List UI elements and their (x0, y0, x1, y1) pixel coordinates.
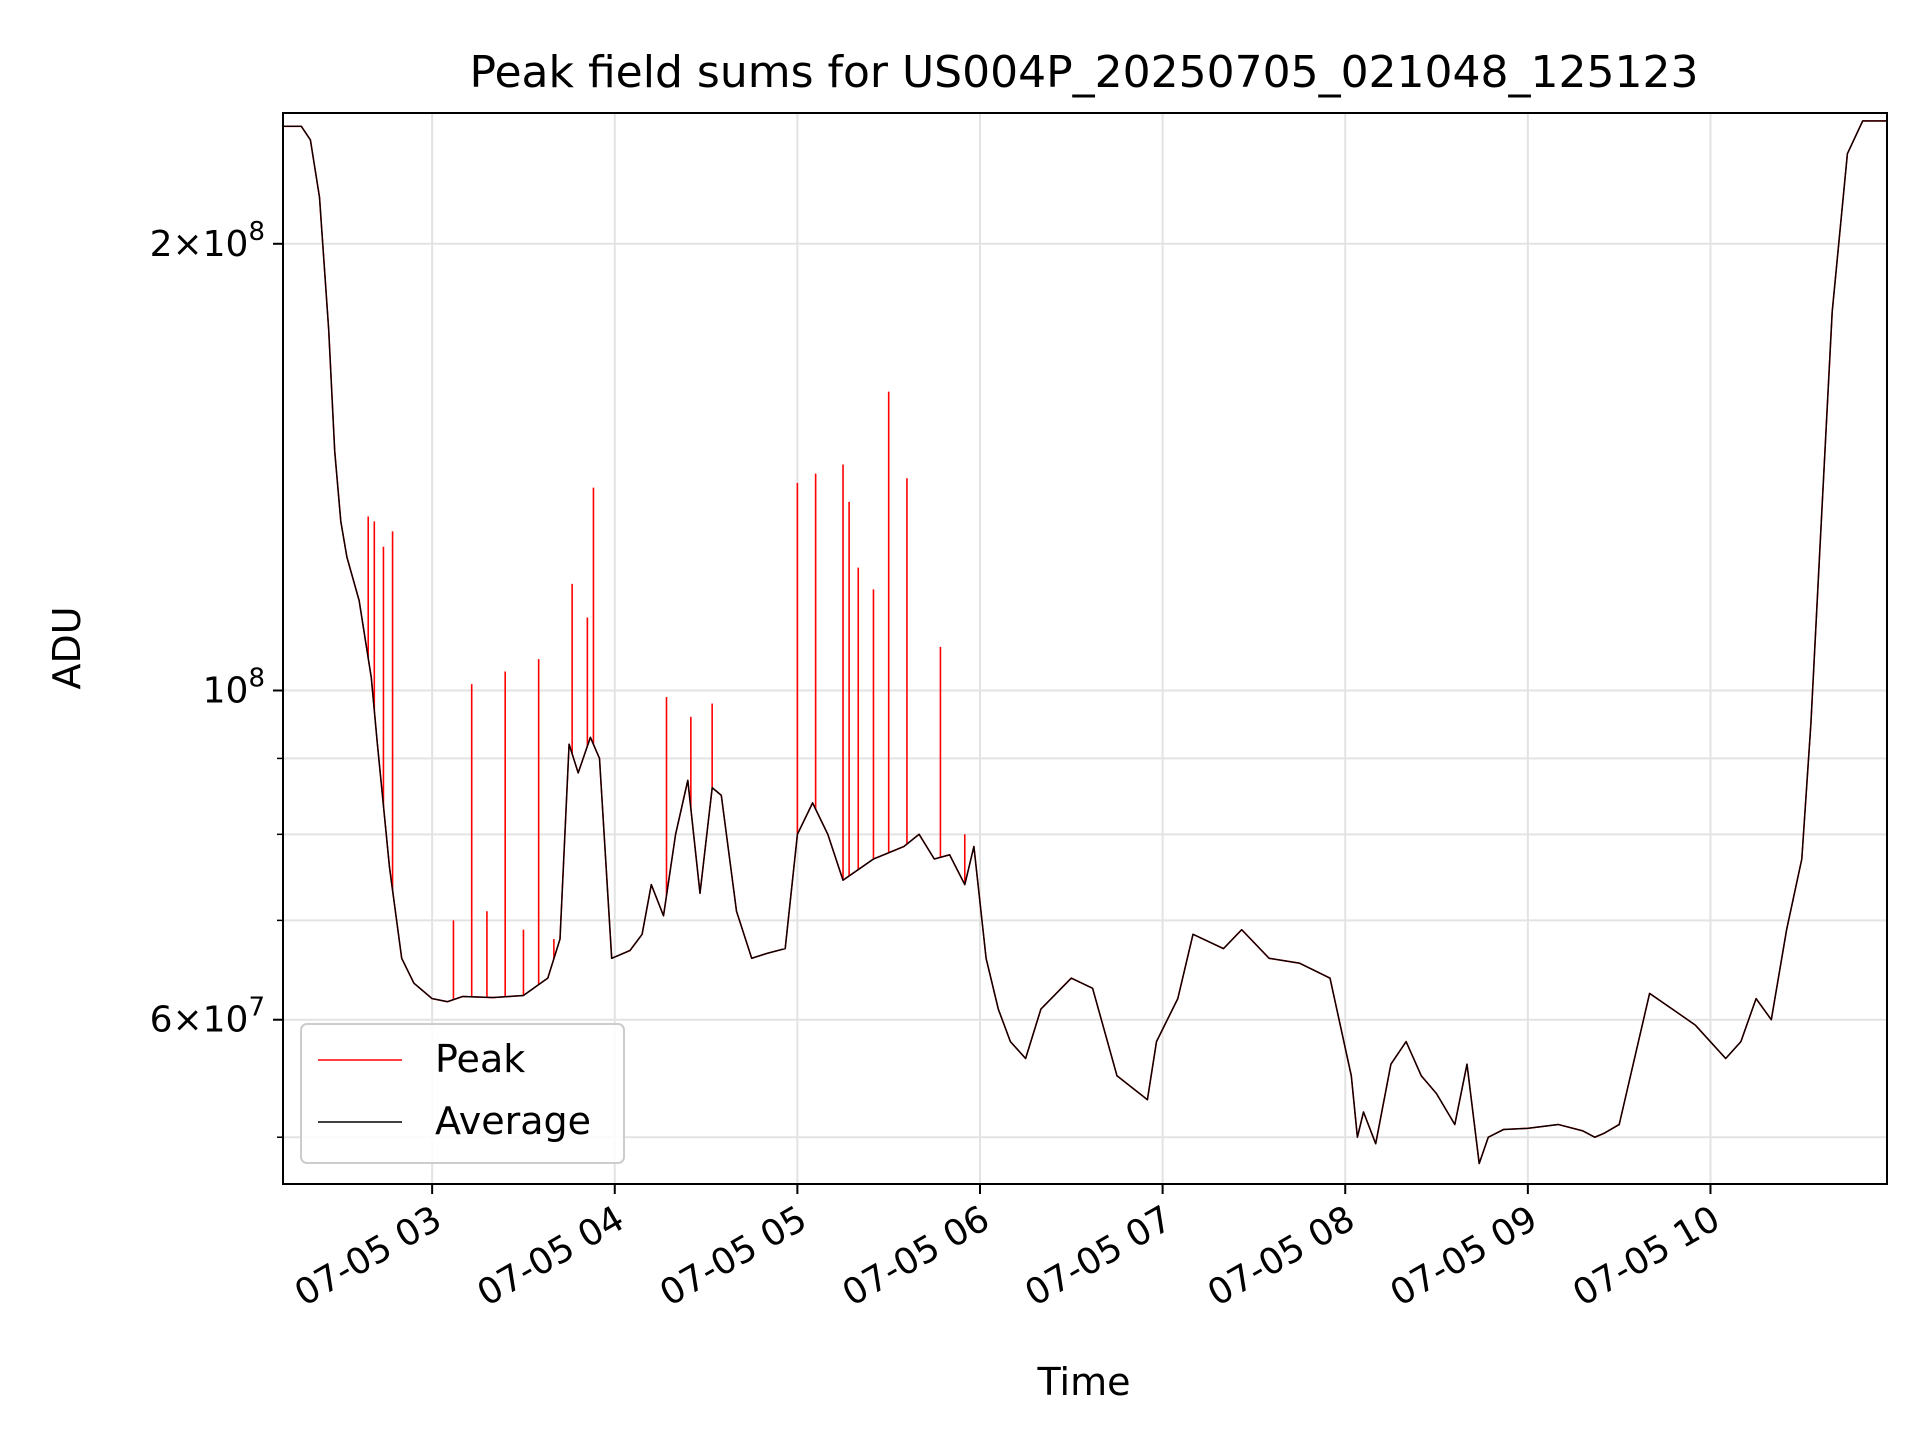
y-tick-label: 108 (203, 664, 265, 712)
average-line (283, 120, 1887, 1165)
x-axis-label: Time (1037, 1360, 1131, 1404)
grid (283, 113, 1887, 1184)
y-axis-label: ADU (45, 606, 89, 689)
legend-average-label: Average (435, 1099, 591, 1143)
legend-box (300, 1023, 625, 1164)
y-axis: 6×107 108 2×108 (150, 217, 283, 1138)
plot-frame (282, 112, 1888, 1185)
legend: Peak Average (300, 1023, 625, 1164)
y-tick-label: 2×108 (150, 217, 265, 265)
legend-peak-label: Peak (435, 1037, 525, 1081)
chart-title: Peak field sums for US004P_20250705_0210… (470, 47, 1699, 98)
y-tick-label: 6×107 (150, 993, 265, 1041)
average-series (283, 120, 1887, 1165)
